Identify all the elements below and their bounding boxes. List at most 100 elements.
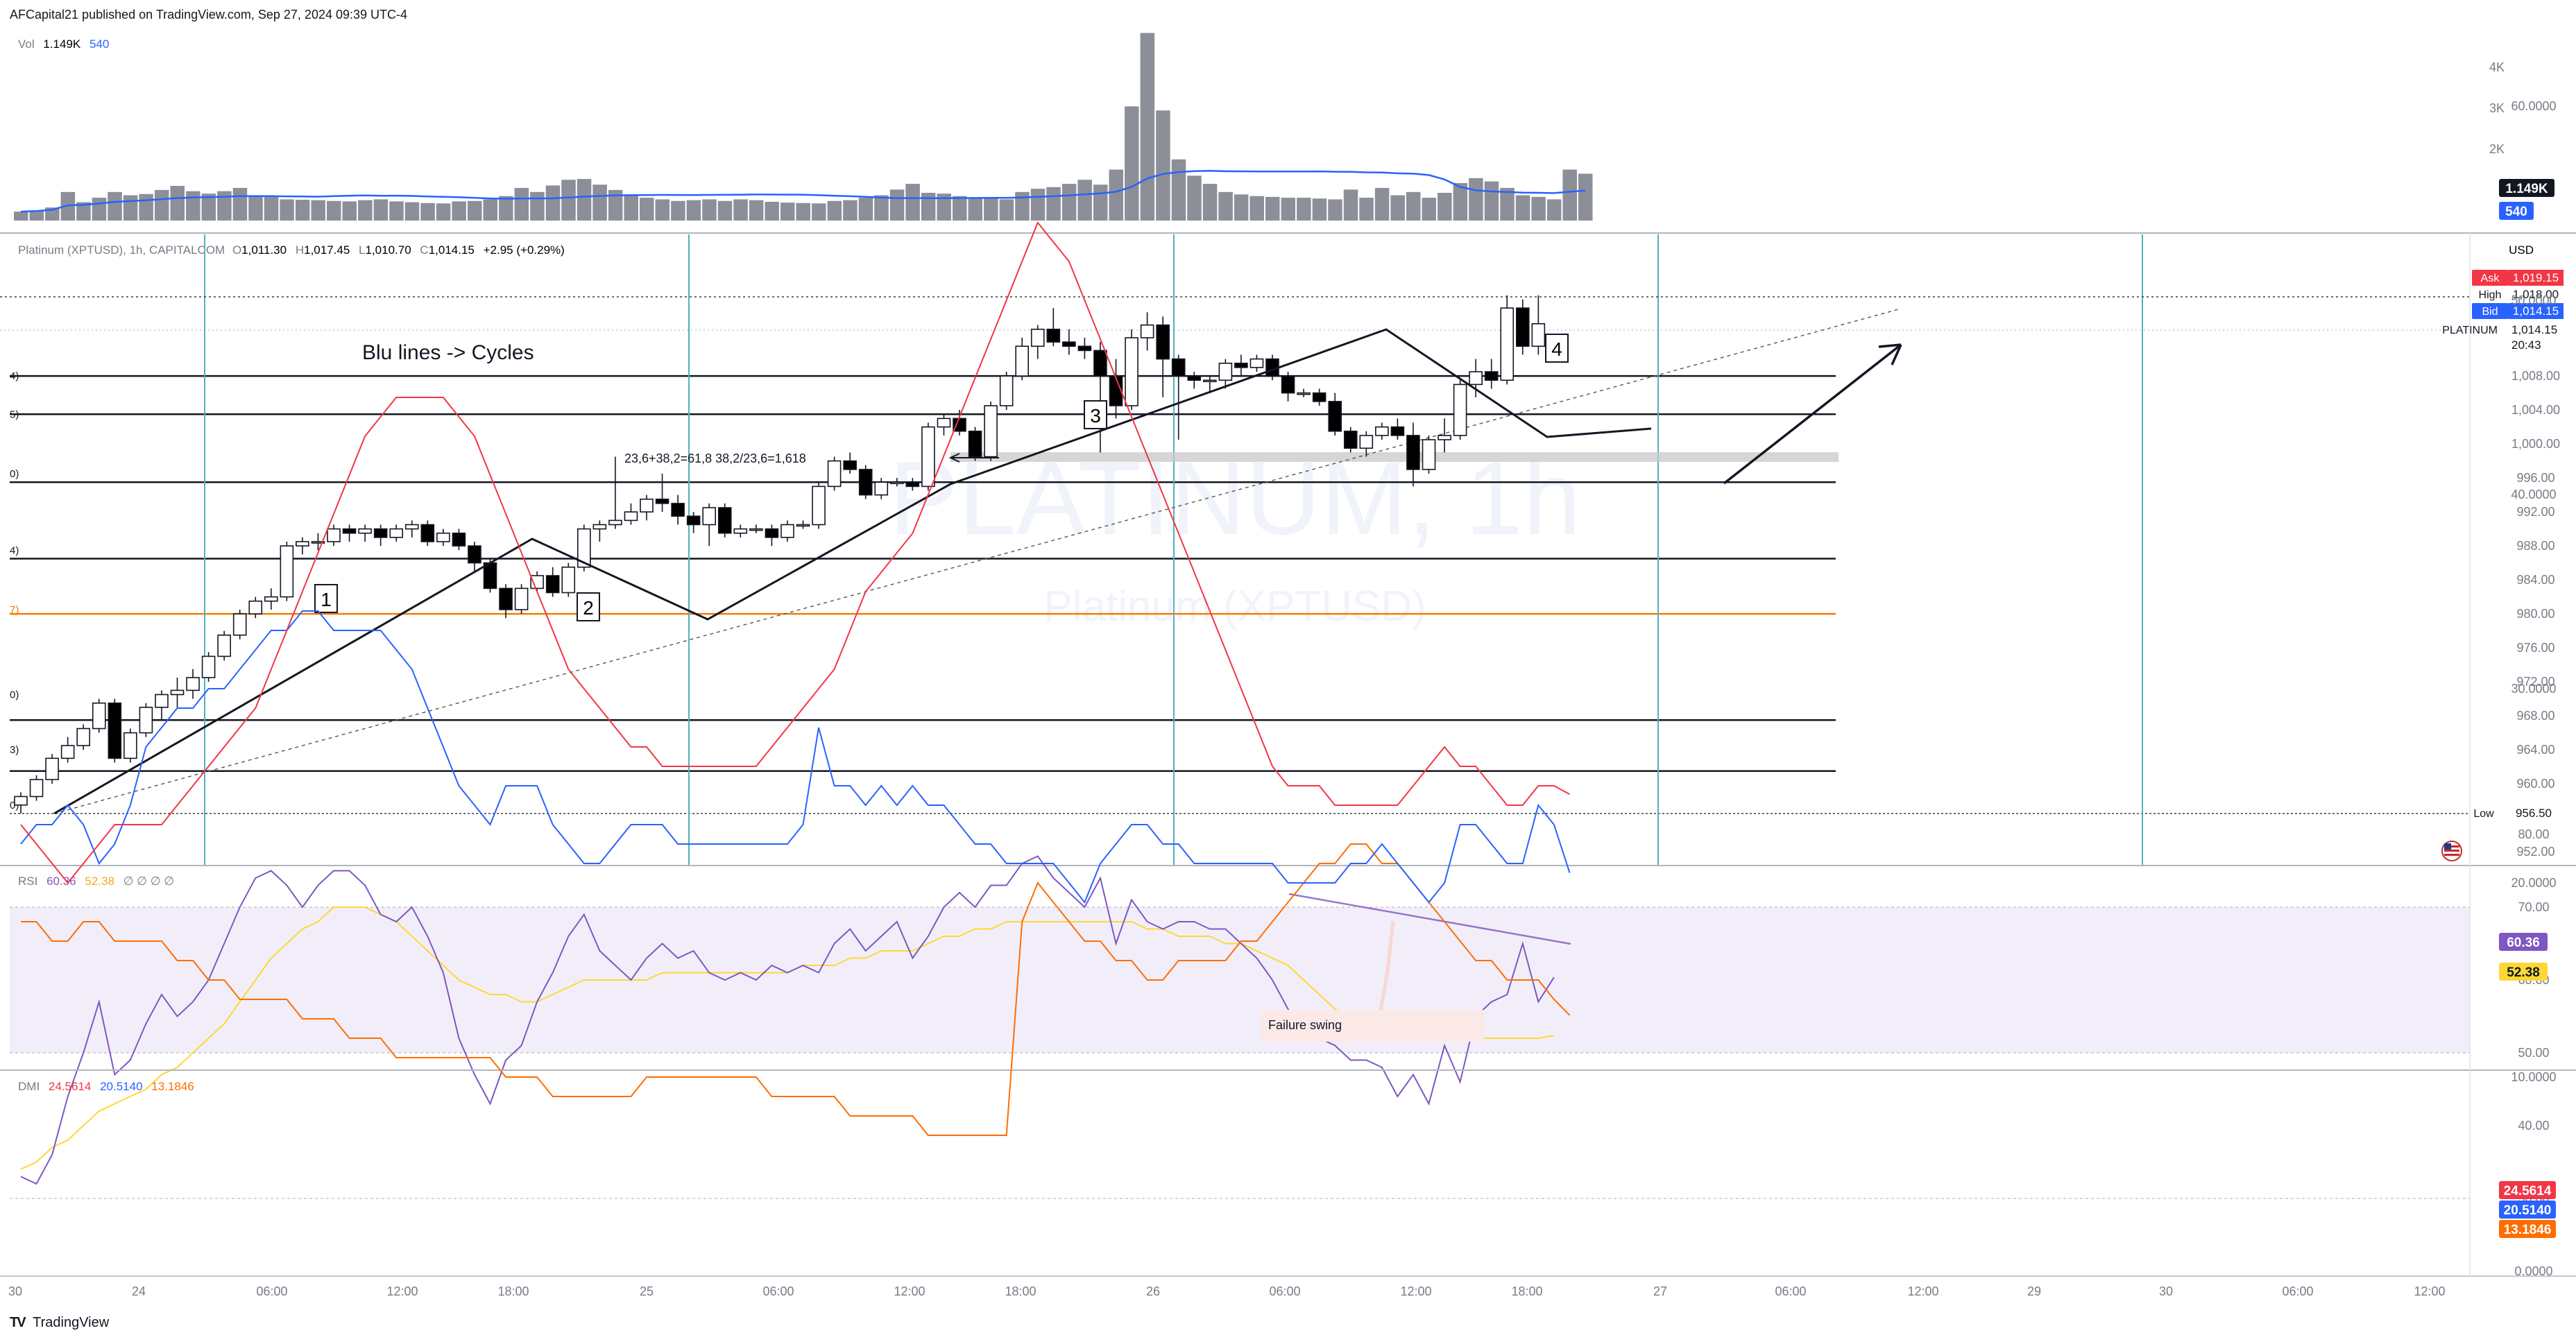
candle-body: [1312, 392, 1327, 402]
svg-text:13.1846: 13.1846: [2504, 1223, 2552, 1237]
callout-pointer: [1379, 920, 1395, 1012]
level-mark: 0): [10, 689, 19, 701]
candle-body: [624, 511, 638, 522]
candle-body: [342, 528, 357, 534]
volume-bar: [1265, 196, 1280, 221]
volume-bar: [999, 199, 1014, 221]
svg-text:3: 3: [1090, 405, 1101, 427]
level-mark: 7): [10, 604, 19, 616]
price-tick: 1,000.00: [2511, 437, 2560, 451]
candle-body: [1469, 371, 1483, 386]
zone-arrow: [948, 453, 999, 463]
candle-body: [311, 541, 325, 544]
rsi-ma-badge-text: 52.38: [2507, 965, 2540, 980]
candle-body: [1406, 435, 1420, 470]
volume-bar: [280, 199, 294, 221]
time-axis: 30 24 06:00 12:00 18:00 25 06:00 12:00 18:00 26 06…: [8, 1284, 2446, 1298]
high-label: High: [2479, 289, 2502, 301]
support-zone: [950, 452, 1839, 462]
time-tick: 30: [8, 1284, 22, 1298]
candle-body: [1484, 371, 1499, 381]
candle-body: [858, 469, 873, 496]
dmi-tick: 50.0000: [2511, 293, 2556, 307]
candle-body: [781, 524, 794, 538]
volume-ma-line: [20, 170, 1586, 213]
elliott-wave-line: [53, 328, 1652, 815]
candle-body: [14, 795, 28, 806]
volume-bar: [686, 200, 701, 221]
candle-body: [1046, 328, 1061, 343]
candle-body: [1516, 307, 1530, 347]
ohlc-high: 1,017.45: [304, 243, 350, 257]
level-mark: 5): [10, 408, 19, 420]
rsi-ma-value: 52.38: [85, 875, 114, 888]
candle-body: [796, 524, 810, 527]
volume-bar: [1015, 191, 1030, 221]
candle-body: [170, 689, 185, 696]
vol-tick-4k: 4K: [2489, 60, 2505, 74]
volume-bar: [608, 189, 623, 221]
wave-label-3: 3: [1084, 400, 1107, 429]
volume-badge: [2499, 179, 2554, 197]
dmi-tick: 30.0000: [2511, 682, 2556, 696]
price-tick: 968.00: [2516, 709, 2554, 723]
dmi-tick: 10.0000: [2511, 1070, 2556, 1084]
candle-body: [1359, 435, 1374, 449]
price-tick: 988.00: [2516, 539, 2554, 553]
rsi-ma-badge: [2499, 963, 2548, 981]
rsi-badge: [2499, 933, 2548, 951]
volume-bar: [1390, 195, 1405, 221]
time-tick: 12:00: [894, 1284, 925, 1298]
candle-body: [483, 562, 497, 590]
volume-bar: [295, 200, 310, 221]
volume-bar: [1030, 189, 1046, 221]
volume-bar: [905, 184, 920, 221]
price-tick: 972.00: [2516, 675, 2554, 689]
price-tick: 992.00: [2516, 505, 2554, 519]
wave-label-4: 4: [1545, 334, 1569, 363]
footer-brand: TradingView: [33, 1315, 110, 1330]
ohlc-low: 1,010.70: [366, 243, 411, 257]
candle-body: [217, 634, 231, 657]
time-tick: 29: [2027, 1284, 2041, 1298]
level-mark: 4): [10, 370, 19, 382]
candle-body: [29, 779, 44, 798]
candle-body: [60, 745, 75, 759]
volume-bar: [92, 198, 107, 221]
volume-bar: [1281, 198, 1296, 221]
volume-bar: [717, 200, 733, 221]
time-tick: 12:00: [1907, 1284, 1938, 1298]
vol-tick-2k: 2K: [2489, 142, 2505, 156]
dmi-plus-value: 20.5140: [100, 1080, 142, 1093]
volume-bar: [248, 195, 263, 221]
candle-body: [404, 524, 419, 530]
candle-body: [264, 596, 278, 602]
volume-bar: [1328, 199, 1342, 221]
dmi-pane: DMI 24.5614 20.5140 13.1846 60.0000 50.00…: [18, 99, 2557, 1278]
volume-bar: [1218, 191, 1233, 221]
volume-bar: [389, 201, 404, 221]
volume-bar: [358, 200, 373, 221]
candle-body: [358, 528, 372, 534]
candle-body: [452, 532, 466, 547]
callout-box: [1261, 1010, 1485, 1042]
time-tick: 24: [132, 1284, 146, 1298]
volume-bar: [640, 198, 654, 221]
candle-body: [1218, 362, 1233, 381]
price-pane: Platinum (XPTUSD), 1h, CAPITALCOM O1,011…: [0, 234, 2564, 865]
rsi-band: [10, 907, 2470, 1053]
candle-body: [155, 694, 169, 708]
candle-body: [1343, 430, 1358, 449]
volume-bar: [201, 193, 216, 221]
volume-bar: [186, 191, 201, 221]
candle-body: [1062, 341, 1076, 347]
candle-body: [1438, 435, 1451, 440]
ohlc-change: +2.95 (+0.29%): [484, 243, 565, 257]
candle-body: [937, 418, 951, 428]
countdown: 20:43: [2511, 338, 2541, 352]
dmi-tick: 0.0000: [2514, 1264, 2552, 1278]
arrow-head: [1878, 343, 1902, 365]
tradingview-logo[interactable]: TV TradingView: [10, 1315, 109, 1331]
candle-body: [1375, 426, 1389, 436]
